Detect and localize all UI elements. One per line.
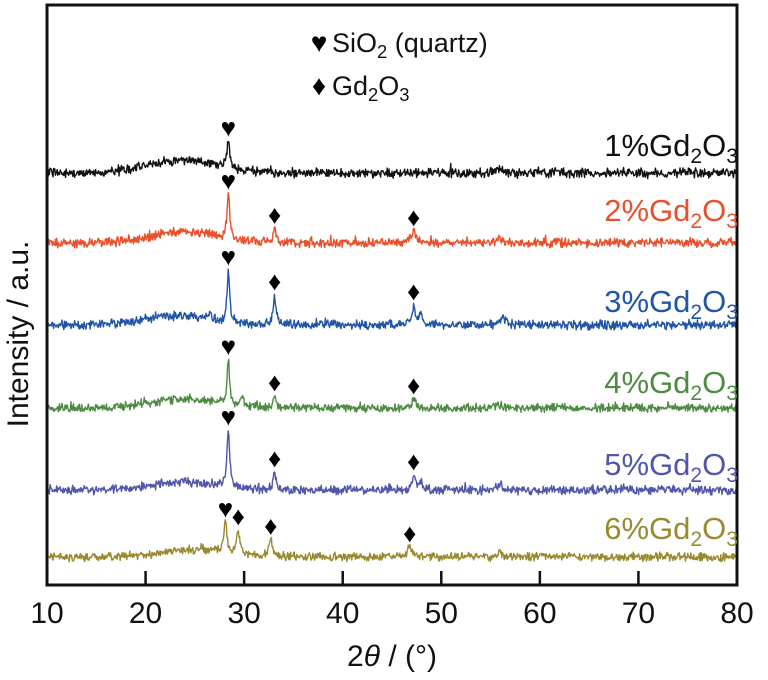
x-tick-label: 70 — [622, 597, 655, 630]
diamond-icon: ♦ — [268, 367, 281, 397]
x-tick-label: 10 — [30, 597, 63, 630]
series-labels: 1%Gd2O3 2%Gd2O3 3%Gd2O3 4%Gd2O3 5%Gd2O3 6%Gd2… — [604, 128, 738, 551]
xrd-curve-6pct — [48, 519, 736, 563]
series-label-4pct: 4%Gd2O3 — [604, 365, 738, 405]
y-axis-title: Intensity / a.u. — [2, 241, 35, 428]
xrd-curve-2pct — [48, 192, 736, 249]
diamond-icon: ♦ — [407, 446, 420, 476]
diamond-icon: ♦ — [232, 501, 245, 531]
heart-icon: ♥ — [311, 27, 328, 58]
series-label-3pct: 3%Gd2O3 — [604, 284, 738, 324]
series-label-5pct: 5%Gd2O3 — [604, 447, 738, 487]
x-tick-label: 40 — [326, 597, 359, 630]
xrd-curve-3pct — [48, 268, 736, 331]
diamond-icon: ♦ — [407, 202, 420, 232]
heart-icon: ♥ — [221, 402, 236, 432]
diamond-icon: ♦ — [312, 70, 326, 101]
diamond-icon: ♦ — [403, 518, 416, 548]
curves-layer — [48, 140, 736, 563]
heart-icon: ♥ — [221, 112, 236, 142]
diamond-icon: ♦ — [268, 266, 281, 296]
plot-border — [45, 3, 739, 587]
xrd-curve-4pct — [48, 358, 736, 414]
legend-label: SiO2 (quartz) — [332, 28, 488, 62]
series-label-1pct: 1%Gd2O3 — [604, 128, 738, 168]
series-label-2pct: 2%Gd2O3 — [604, 193, 738, 233]
diamond-icon: ♦ — [407, 370, 420, 400]
series-label-6pct: 6%Gd2O3 — [604, 511, 738, 551]
heart-icon: ♥ — [221, 165, 236, 195]
xrd-curve-1pct — [48, 140, 736, 180]
heart-icon: ♥ — [221, 241, 236, 271]
x-axis-title: 2θ / (°) — [347, 640, 437, 673]
legend-label: Gd2O3 — [332, 71, 410, 105]
x-tick-label: 80 — [720, 597, 753, 630]
heart-icon: ♥ — [221, 331, 236, 361]
xrd-curve-5pct — [48, 430, 736, 496]
diamond-icon: ♦ — [407, 276, 420, 306]
x-tick-label: 20 — [129, 597, 162, 630]
axes-layer: 10 20 30 40 50 60 70 80 — [30, 3, 754, 630]
x-tick-label: 30 — [227, 597, 260, 630]
heart-icon: ♥ — [218, 493, 233, 523]
diamond-icon: ♦ — [268, 200, 281, 230]
x-tick-label: 60 — [523, 597, 556, 630]
x-tick-label: 50 — [425, 597, 458, 630]
diamond-icon: ♦ — [268, 443, 281, 473]
peak-markers-layer: ♥♥♦ ♦♥♦ ♦♥♦ ♦♥♦ ♦♥♦ ♦ ♦ — [218, 112, 421, 548]
diamond-icon: ♦ — [264, 510, 277, 540]
legend: ♥ SiO2 (quartz)♦ Gd2O3 — [311, 27, 488, 105]
